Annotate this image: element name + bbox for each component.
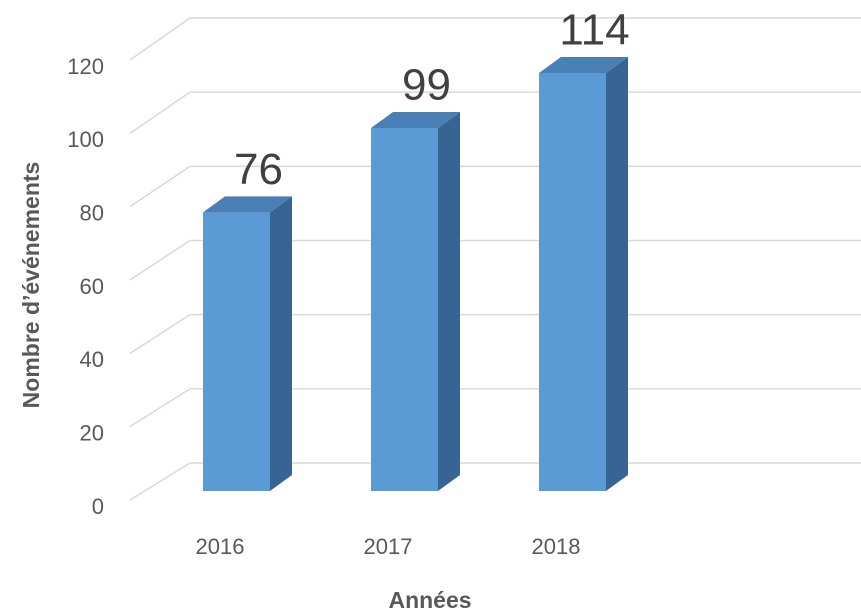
grid-line	[129, 91, 191, 134]
y-tick-label: 0	[92, 494, 104, 519]
grid-line	[129, 17, 191, 61]
grid-line	[129, 388, 191, 428]
bar-side	[438, 112, 460, 491]
bar-top	[371, 112, 460, 128]
bar-top	[203, 196, 292, 213]
x-tick-label: 2016	[196, 534, 245, 559]
grid-line	[129, 239, 191, 281]
value-label: 76	[234, 145, 283, 194]
grid-line	[129, 314, 191, 354]
y-tick-label: 100	[67, 127, 104, 152]
bar-side	[606, 57, 628, 491]
y-tick-label: 20	[80, 420, 104, 445]
y-tick-label: 60	[80, 274, 104, 299]
value-label: 114	[559, 6, 629, 55]
y-axis-title: Nombre d’événements	[18, 162, 44, 409]
grid-line	[129, 462, 191, 501]
bar-front	[203, 212, 270, 492]
y-tick-label: 120	[67, 54, 104, 79]
x-axis-title: Années	[388, 587, 471, 613]
y-tick-label: 80	[80, 200, 104, 225]
x-tick-label: 2018	[532, 534, 581, 559]
bar-front	[539, 73, 606, 491]
bar-front	[371, 128, 438, 491]
y-tick-label: 40	[80, 347, 104, 372]
bar-side	[270, 196, 292, 492]
grid-line	[129, 165, 191, 208]
bar-top	[539, 57, 628, 73]
value-label: 99	[402, 61, 451, 110]
x-tick-label: 2017	[364, 534, 413, 559]
